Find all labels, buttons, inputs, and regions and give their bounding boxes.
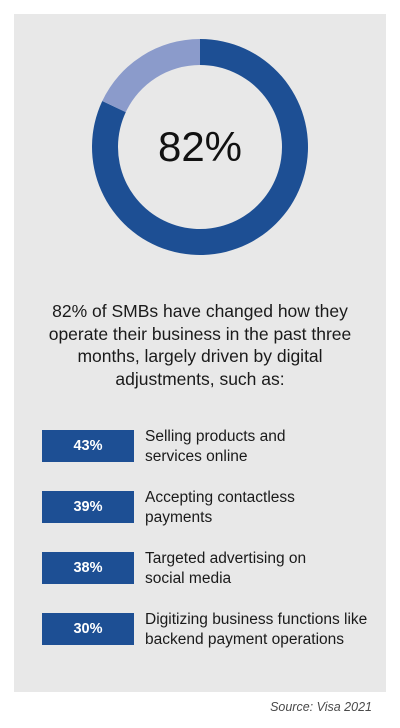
donut-chart: 82% bbox=[90, 37, 310, 257]
adjustment-label: Targeted advertising on social media bbox=[145, 550, 307, 587]
adjustment-label: Digitizing business functions like backe… bbox=[145, 611, 368, 648]
headline-text: 82% of SMBs have changed how they operat… bbox=[48, 301, 352, 389]
percentage-badge: 38% bbox=[42, 552, 134, 584]
adjustment-label: Accepting contactless payments bbox=[145, 489, 295, 526]
adjustment-label: Selling products and services online bbox=[145, 428, 286, 465]
percentage-badge: 43% bbox=[42, 430, 134, 462]
donut-center-value: 82% bbox=[158, 123, 242, 170]
adjustment-list: 43% Selling products and services online… bbox=[42, 427, 372, 671]
donut-slice-remaining bbox=[102, 38, 200, 113]
percentage-badge: 39% bbox=[42, 491, 134, 523]
donut-svg: 82% bbox=[91, 38, 308, 255]
source-note: Source: Visa 2021 bbox=[270, 700, 372, 714]
adjustment-row: 30% Digitizing business functions like b… bbox=[42, 610, 372, 671]
percentage-badge: 30% bbox=[42, 613, 134, 645]
adjustment-row: 39% Accepting contactless payments bbox=[42, 488, 372, 549]
adjustment-row: 38% Targeted advertising on social media bbox=[42, 549, 372, 610]
adjustment-row: 43% Selling products and services online bbox=[42, 427, 372, 488]
